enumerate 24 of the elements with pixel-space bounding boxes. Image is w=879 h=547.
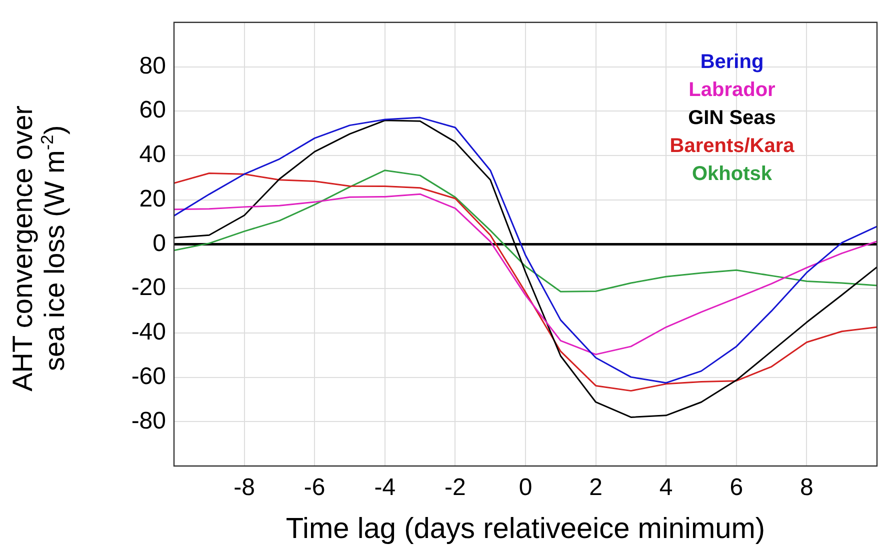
x-tick-label: -2	[444, 474, 466, 502]
y-tick-label: 60	[139, 96, 166, 124]
x-tick-label: 4	[659, 474, 673, 502]
y-tick-label: 0	[152, 230, 166, 257]
text: Okhotsk	[692, 162, 773, 185]
y-tick-label: -60	[131, 362, 166, 390]
y-tick-label: -40	[131, 318, 166, 346]
text: Labrador	[688, 78, 776, 101]
x-tick-label: -4	[374, 474, 396, 502]
text: Bering	[700, 50, 764, 73]
x-axis-title: Time lag (days relativeeice minimum)	[286, 513, 766, 545]
y-tick-label: 20	[139, 185, 166, 212]
y-tick-label: -20	[131, 274, 166, 302]
x-tick-label: -8	[234, 474, 255, 502]
text: GIN Seas	[688, 106, 776, 129]
x-tick-label: 6	[730, 474, 744, 502]
x-tick-label: -6	[304, 474, 326, 502]
x-tick-label: 0	[518, 474, 532, 502]
y-tick-label: 40	[139, 141, 166, 168]
y-tick-label: -80	[131, 407, 166, 434]
y-tick-label: 80	[139, 52, 166, 80]
x-tick-label: 2	[589, 474, 602, 502]
text: Barents/Kara	[670, 134, 796, 157]
x-tick-label: 8	[800, 474, 814, 502]
